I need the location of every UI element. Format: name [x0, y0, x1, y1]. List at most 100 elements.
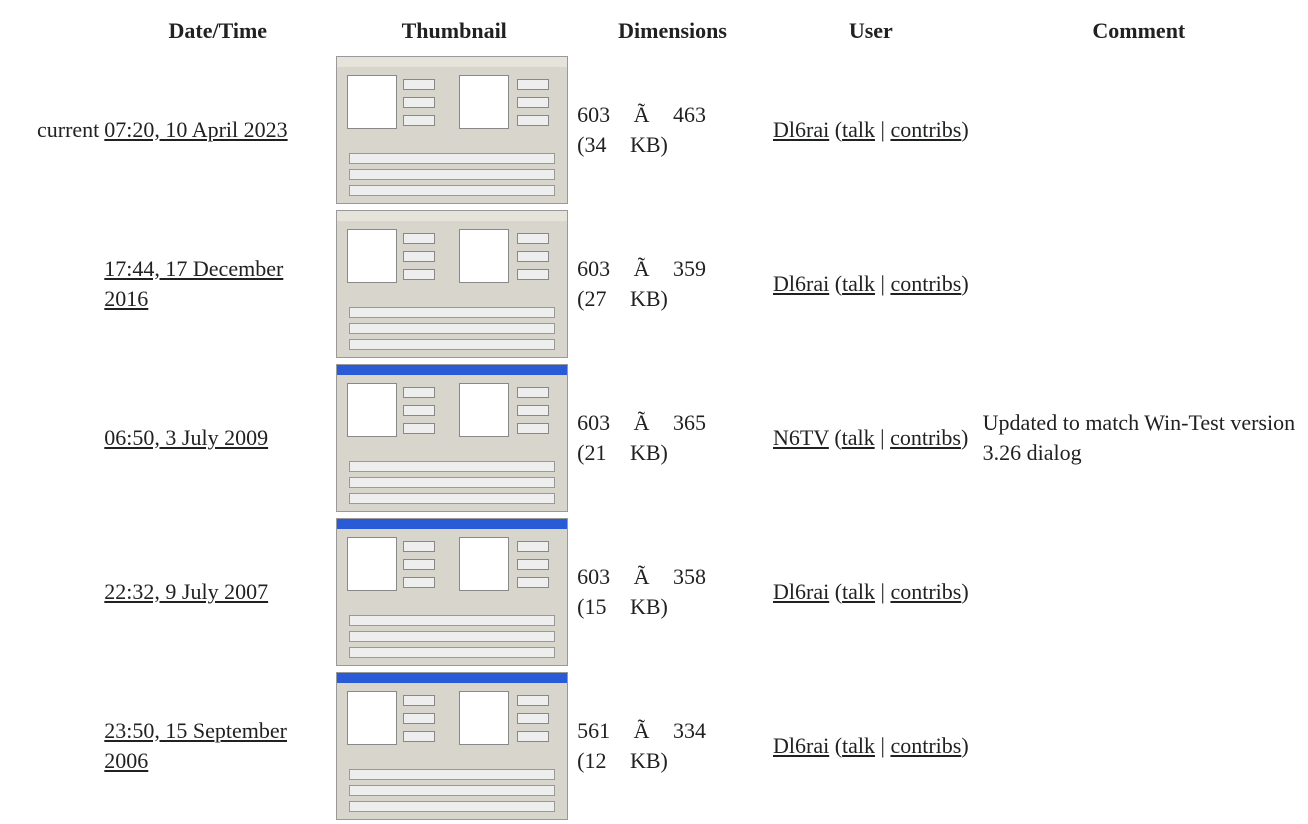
- list-box: [347, 229, 398, 283]
- button: [403, 115, 436, 126]
- title-bar: [337, 211, 568, 221]
- user-link[interactable]: Dl6rai: [773, 117, 830, 142]
- button: [517, 251, 550, 262]
- user-cell: Dl6rai (talk | contribs): [773, 117, 969, 142]
- column-header: User: [848, 18, 893, 43]
- comment-cell: [973, 516, 1305, 668]
- button-row: [349, 185, 556, 196]
- button: [517, 115, 550, 126]
- contribs-link[interactable]: contribs: [890, 271, 962, 296]
- thumbnail: [336, 364, 569, 512]
- button: [517, 233, 550, 244]
- talk-link[interactable]: talk: [842, 271, 876, 296]
- datetime-link[interactable]: 17:44, 17 December 2016: [104, 256, 284, 311]
- thumbnail-cell: [335, 208, 573, 360]
- button-row: [349, 461, 556, 472]
- datetime-link[interactable]: 07:20, 10 April 2023: [104, 117, 288, 142]
- status-cell: [17, 516, 100, 668]
- button-row: [349, 323, 556, 334]
- user-cell: Dl6rai (talk | contribs): [773, 271, 969, 296]
- status: current: [37, 117, 100, 142]
- date-cell: 07:20, 10 April 2023: [103, 54, 332, 206]
- button: [403, 423, 436, 434]
- contribs-link[interactable]: contribs: [890, 733, 962, 758]
- button: [403, 251, 436, 262]
- datetime-link[interactable]: 06:50, 3 July 2009: [104, 425, 269, 450]
- button-row: [349, 153, 556, 164]
- contribs-link[interactable]: contribs: [890, 579, 962, 604]
- button-row: [349, 169, 556, 180]
- title-bar: [337, 57, 568, 67]
- header-row: Date/Time Thumbnail Dimensions User Comment: [17, 10, 1305, 52]
- dimensions: 603 Ã 463 (34 KB): [577, 102, 707, 157]
- thumbnail: [336, 518, 569, 666]
- button: [517, 577, 550, 588]
- history-row: 06:50, 3 July 2009 603 Ã 365 (21 KB) N6TV …: [17, 362, 1305, 514]
- button: [403, 541, 436, 552]
- comment-cell: [973, 54, 1305, 206]
- contribs-link[interactable]: contribs: [890, 117, 962, 142]
- title-bar: [337, 365, 568, 375]
- button-row: [349, 493, 556, 504]
- user-link[interactable]: Dl6rai: [773, 733, 830, 758]
- button: [403, 577, 436, 588]
- dimensions-cell: 603 Ã 359 (27 KB): [576, 208, 769, 360]
- list-box: [459, 75, 510, 129]
- contribs-link[interactable]: contribs: [890, 425, 961, 450]
- button: [403, 269, 436, 280]
- button: [403, 405, 436, 416]
- list-box: [347, 383, 398, 437]
- dimensions-cell: 603 Ã 365 (21 KB): [576, 362, 769, 514]
- user-cell: Dl6rai (talk | contribs): [773, 733, 969, 758]
- thumbnail-cell: [335, 670, 573, 822]
- talk-link[interactable]: talk: [841, 425, 875, 450]
- dimensions-cell: 603 Ã 463 (34 KB): [576, 54, 769, 206]
- column-header: Date/Time: [168, 18, 268, 43]
- button: [517, 559, 550, 570]
- button: [403, 713, 436, 724]
- user-link[interactable]: N6TV: [773, 425, 829, 450]
- button: [403, 695, 436, 706]
- history-row: 23:50, 15 September 2006 561 Ã 334 (12 KB…: [17, 670, 1305, 822]
- button: [517, 387, 550, 398]
- comment-cell: [973, 208, 1305, 360]
- date-cell: 17:44, 17 December 2016: [103, 208, 332, 360]
- button: [403, 97, 436, 108]
- list-box: [347, 691, 398, 745]
- button-row: [349, 801, 556, 812]
- list-box: [347, 537, 398, 591]
- title-bar: [337, 519, 568, 529]
- button: [517, 695, 550, 706]
- button: [517, 405, 550, 416]
- talk-link[interactable]: talk: [842, 733, 876, 758]
- status-cell: current: [17, 54, 100, 206]
- user-link[interactable]: Dl6rai: [773, 271, 830, 296]
- dimensions: 603 Ã 359 (27 KB): [577, 256, 707, 311]
- button-row: [349, 769, 556, 780]
- user-cell: Dl6rai (talk | contribs): [773, 579, 969, 604]
- button-row: [349, 785, 556, 796]
- column-header: Comment: [1092, 18, 1186, 43]
- button-row: [349, 477, 556, 488]
- comment: Updated to match Win-Test version 3.26 d…: [982, 410, 1296, 465]
- button-row: [349, 647, 556, 658]
- list-box: [459, 383, 510, 437]
- button: [517, 79, 550, 90]
- list-box: [347, 75, 398, 129]
- talk-link[interactable]: talk: [842, 117, 876, 142]
- status-cell: [17, 362, 100, 514]
- user-link[interactable]: Dl6rai: [773, 579, 830, 604]
- history-rows: current 07:20, 10 April 2023 603 Ã 463 (34…: [17, 54, 1305, 822]
- thumbnail: [336, 672, 569, 820]
- button: [403, 233, 436, 244]
- list-box: [459, 537, 510, 591]
- thumbnail-cell: [335, 362, 573, 514]
- list-box: [459, 691, 510, 745]
- history-row: current 07:20, 10 April 2023 603 Ã 463 (34…: [17, 54, 1305, 206]
- date-cell: 23:50, 15 September 2006: [103, 670, 332, 822]
- talk-link[interactable]: talk: [842, 579, 876, 604]
- list-box: [459, 229, 510, 283]
- datetime-link[interactable]: 23:50, 15 September 2006: [104, 718, 287, 773]
- button: [517, 541, 550, 552]
- datetime-link[interactable]: 22:32, 9 July 2007: [104, 579, 269, 604]
